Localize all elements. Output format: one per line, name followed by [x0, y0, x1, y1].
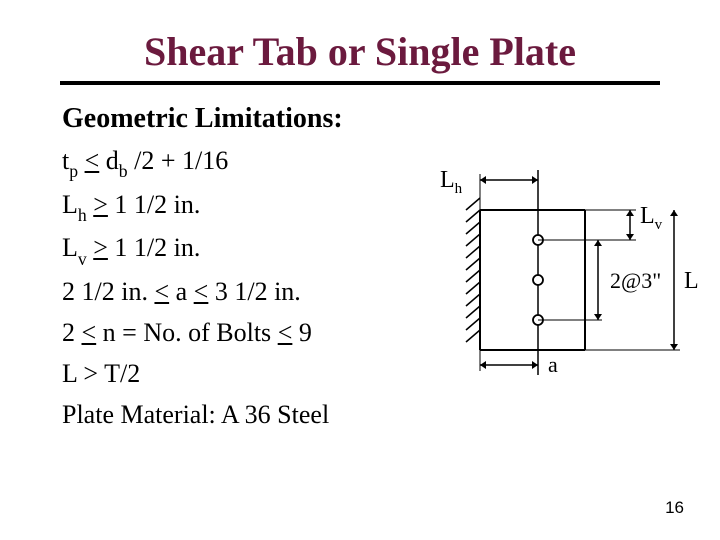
l3-sub: v [78, 249, 87, 269]
svg-text:Lv: Lv [640, 203, 663, 233]
svg-text:2@3": 2@3" [610, 268, 661, 293]
l1-ule: < [85, 146, 100, 175]
l4-tail: 3 1/2 in. [208, 277, 300, 306]
diagram-svg: Lh Lv 2@3" La [420, 150, 700, 410]
l5-u1: < [82, 318, 97, 347]
l2-sub: h [78, 205, 87, 225]
l2-tail: 1 1/2 in. [108, 190, 200, 219]
l5-mid: n = No. of Bolts [96, 318, 278, 347]
limitation-line-5: 2 < n = No. of Bolts < 9 [62, 313, 422, 352]
l4-pre: 2 1/2 in. [62, 277, 154, 306]
l3-ule: > [93, 233, 108, 262]
page-number: 16 [665, 498, 684, 518]
slide-title: Shear Tab or Single Plate [0, 0, 720, 81]
l4-mid: a [169, 277, 194, 306]
limitation-line-1: tp < db /2 + 1/16 [62, 141, 422, 183]
title-underline [60, 81, 660, 85]
limitation-line-4: 2 1/2 in. < a < 3 1/2 in. [62, 272, 422, 311]
svg-text:a: a [548, 352, 558, 377]
limitation-line-2: Lh > 1 1/2 in. [62, 185, 422, 227]
l1-sub2: b [119, 161, 128, 181]
l5-u2: < [278, 318, 293, 347]
l2-pre: L [62, 190, 78, 219]
limitation-line-6: L > T/2 [62, 354, 422, 393]
l3-pre: L [62, 233, 78, 262]
l1-tail: /2 + 1/16 [128, 146, 229, 175]
l1-sub1: p [69, 161, 78, 181]
plate-diagram: Lh Lv 2@3" La [420, 150, 700, 410]
l1-post: d [99, 146, 119, 175]
l4-u2: < [194, 277, 209, 306]
limitation-line-3: Lv > 1 1/2 in. [62, 228, 422, 270]
l5-tail: 9 [292, 318, 312, 347]
svg-text:Lh: Lh [440, 167, 463, 197]
l5-pre: 2 [62, 318, 82, 347]
svg-text:L: L [684, 268, 699, 294]
l3-tail: 1 1/2 in. [108, 233, 200, 262]
l4-u1: < [154, 277, 169, 306]
text-column: Geometric Limitations: tp < db /2 + 1/16… [62, 103, 422, 436]
l2-ule: > [93, 190, 108, 219]
limitation-line-7: Plate Material: A 36 Steel [62, 395, 422, 434]
section-heading: Geometric Limitations: [62, 103, 422, 135]
